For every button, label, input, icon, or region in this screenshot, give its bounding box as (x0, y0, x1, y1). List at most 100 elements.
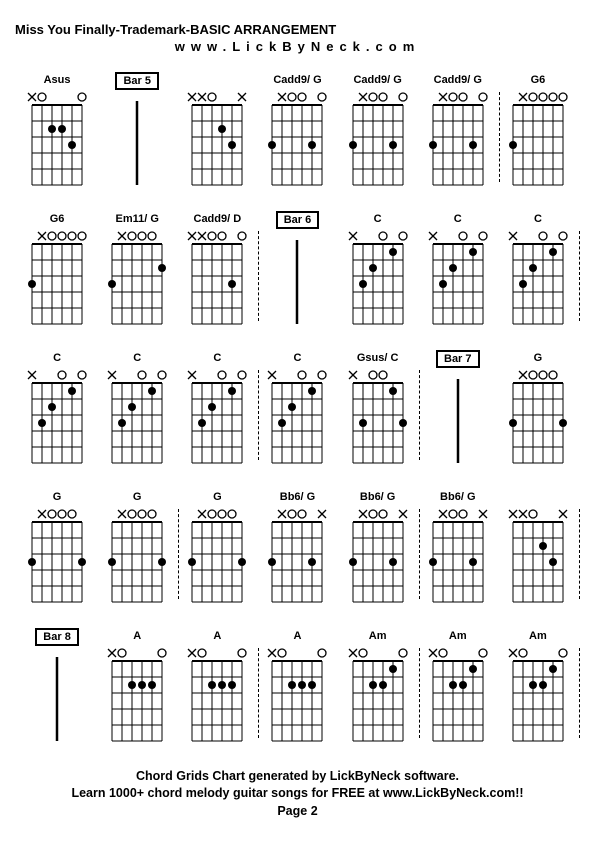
bar-marker: Bar 8 (19, 628, 95, 747)
chord-grid-svg (24, 508, 90, 608)
chord-label: C (534, 211, 542, 227)
chord-label: G6 (50, 211, 65, 227)
chord-label: Asus (44, 72, 71, 88)
chord-diagram: G6 (19, 211, 95, 330)
chord-grid-svg (505, 369, 571, 469)
footer-line-2: Learn 1000+ chord melody guitar songs fo… (0, 785, 595, 803)
chord-grid-svg (184, 369, 250, 469)
chord-grid-svg (184, 91, 250, 191)
footer-line-1: Chord Grids Chart generated by LickByNec… (0, 768, 595, 786)
chord-label: C (374, 211, 382, 227)
chord-diagram: Cadd9/ G (420, 72, 496, 191)
chord-grid-svg (505, 508, 571, 608)
chord-label: G (213, 489, 222, 505)
bar-line (24, 647, 90, 747)
chord-diagram (179, 72, 255, 191)
chord-grid-svg (24, 369, 90, 469)
chord-label: A (133, 628, 141, 644)
chord-label: C (294, 350, 302, 366)
chord-diagram: G6 (500, 72, 576, 191)
chord-diagram: G (99, 489, 175, 608)
chord-diagram: A (99, 628, 175, 747)
chord-diagram: Cadd9/ G (340, 72, 416, 191)
chord-label: G (53, 489, 62, 505)
chord-label: Cadd9/ G (273, 72, 321, 88)
chord-diagram: C (420, 211, 496, 330)
chord-label: A (294, 628, 302, 644)
chord-diagram: Am (340, 628, 416, 747)
chord-diagram: Bb6/ G (420, 489, 496, 608)
chord-grid-svg (425, 230, 491, 330)
chord-diagram: A (179, 628, 255, 747)
chord-grid-svg (505, 647, 571, 747)
chord-grid-svg (104, 647, 170, 747)
chord-grid-svg (345, 230, 411, 330)
chord-label: A (213, 628, 221, 644)
chord-diagram: Gsus/ C (340, 350, 416, 469)
chord-label: Am (449, 628, 467, 644)
chord-label: Am (529, 628, 547, 644)
chord-diagram: G (500, 350, 576, 469)
chord-label: Em11/ G (116, 211, 159, 227)
bar-label: Bar 6 (276, 211, 320, 229)
bar-line (104, 91, 170, 191)
chord-grid-svg (184, 508, 250, 608)
chord-diagram: Em11/ G (99, 211, 175, 330)
chord-grid-svg (345, 647, 411, 747)
chord-diagram: Asus (19, 72, 95, 191)
chord-label: G (534, 350, 543, 366)
chord-label: C (213, 350, 221, 366)
bar-marker: Bar 6 (259, 211, 335, 330)
measure-divider (579, 231, 580, 321)
chord-diagram: C (19, 350, 95, 469)
chord-label: Cadd9/ G (434, 72, 482, 88)
chord-diagram: G (19, 489, 95, 608)
chord-label: Bb6/ G (440, 489, 475, 505)
chord-grid-svg (505, 91, 571, 191)
measure-divider (579, 509, 580, 599)
chord-grid-svg (425, 508, 491, 608)
chord-grid-svg (24, 91, 90, 191)
footer-line-3: Page 2 (0, 803, 595, 821)
chord-diagram: A (259, 628, 335, 747)
chord-label: C (133, 350, 141, 366)
footer: Chord Grids Chart generated by LickByNec… (0, 768, 595, 821)
chord-grid-svg (425, 91, 491, 191)
page-subtitle: www.LickByNeck.com (15, 39, 580, 54)
measure-divider (579, 648, 580, 738)
chord-grid-svg (264, 369, 330, 469)
chord-grid-svg (104, 508, 170, 608)
chord-label: Bb6/ G (280, 489, 315, 505)
chord-grid-svg (184, 230, 250, 330)
chord-diagram (500, 489, 576, 608)
chord-label: C (454, 211, 462, 227)
chord-grid-svg (264, 647, 330, 747)
bar-label: Bar 8 (35, 628, 79, 646)
chord-diagram: Bb6/ G (259, 489, 335, 608)
bar-label: Bar 5 (115, 72, 159, 90)
chord-grid-svg (425, 647, 491, 747)
chord-diagram: C (179, 350, 255, 469)
chord-grid-svg (264, 91, 330, 191)
bar-marker: Bar 7 (420, 350, 496, 469)
chord-diagram: Am (500, 628, 576, 747)
chord-diagram: G (179, 489, 255, 608)
page-title: Miss You Finally-Trademark-BASIC ARRANGE… (15, 22, 580, 37)
bar-label: Bar 7 (436, 350, 480, 368)
chord-grid-svg (104, 369, 170, 469)
chord-diagram: Cadd9/ D (179, 211, 255, 330)
chord-diagram: Bb6/ G (340, 489, 416, 608)
chord-grid-svg (345, 91, 411, 191)
chord-grid-svg (505, 230, 571, 330)
chord-diagram: C (340, 211, 416, 330)
bar-marker: Bar 5 (99, 72, 175, 191)
chord-label: C (53, 350, 61, 366)
chord-grid-svg (345, 369, 411, 469)
chord-diagram: C (500, 211, 576, 330)
chord-label: Cadd9/ G (353, 72, 401, 88)
chord-diagram: Cadd9/ G (259, 72, 335, 191)
chord-diagram: Am (420, 628, 496, 747)
bar-line (264, 230, 330, 330)
chord-grid-svg (345, 508, 411, 608)
chord-diagram: C (99, 350, 175, 469)
